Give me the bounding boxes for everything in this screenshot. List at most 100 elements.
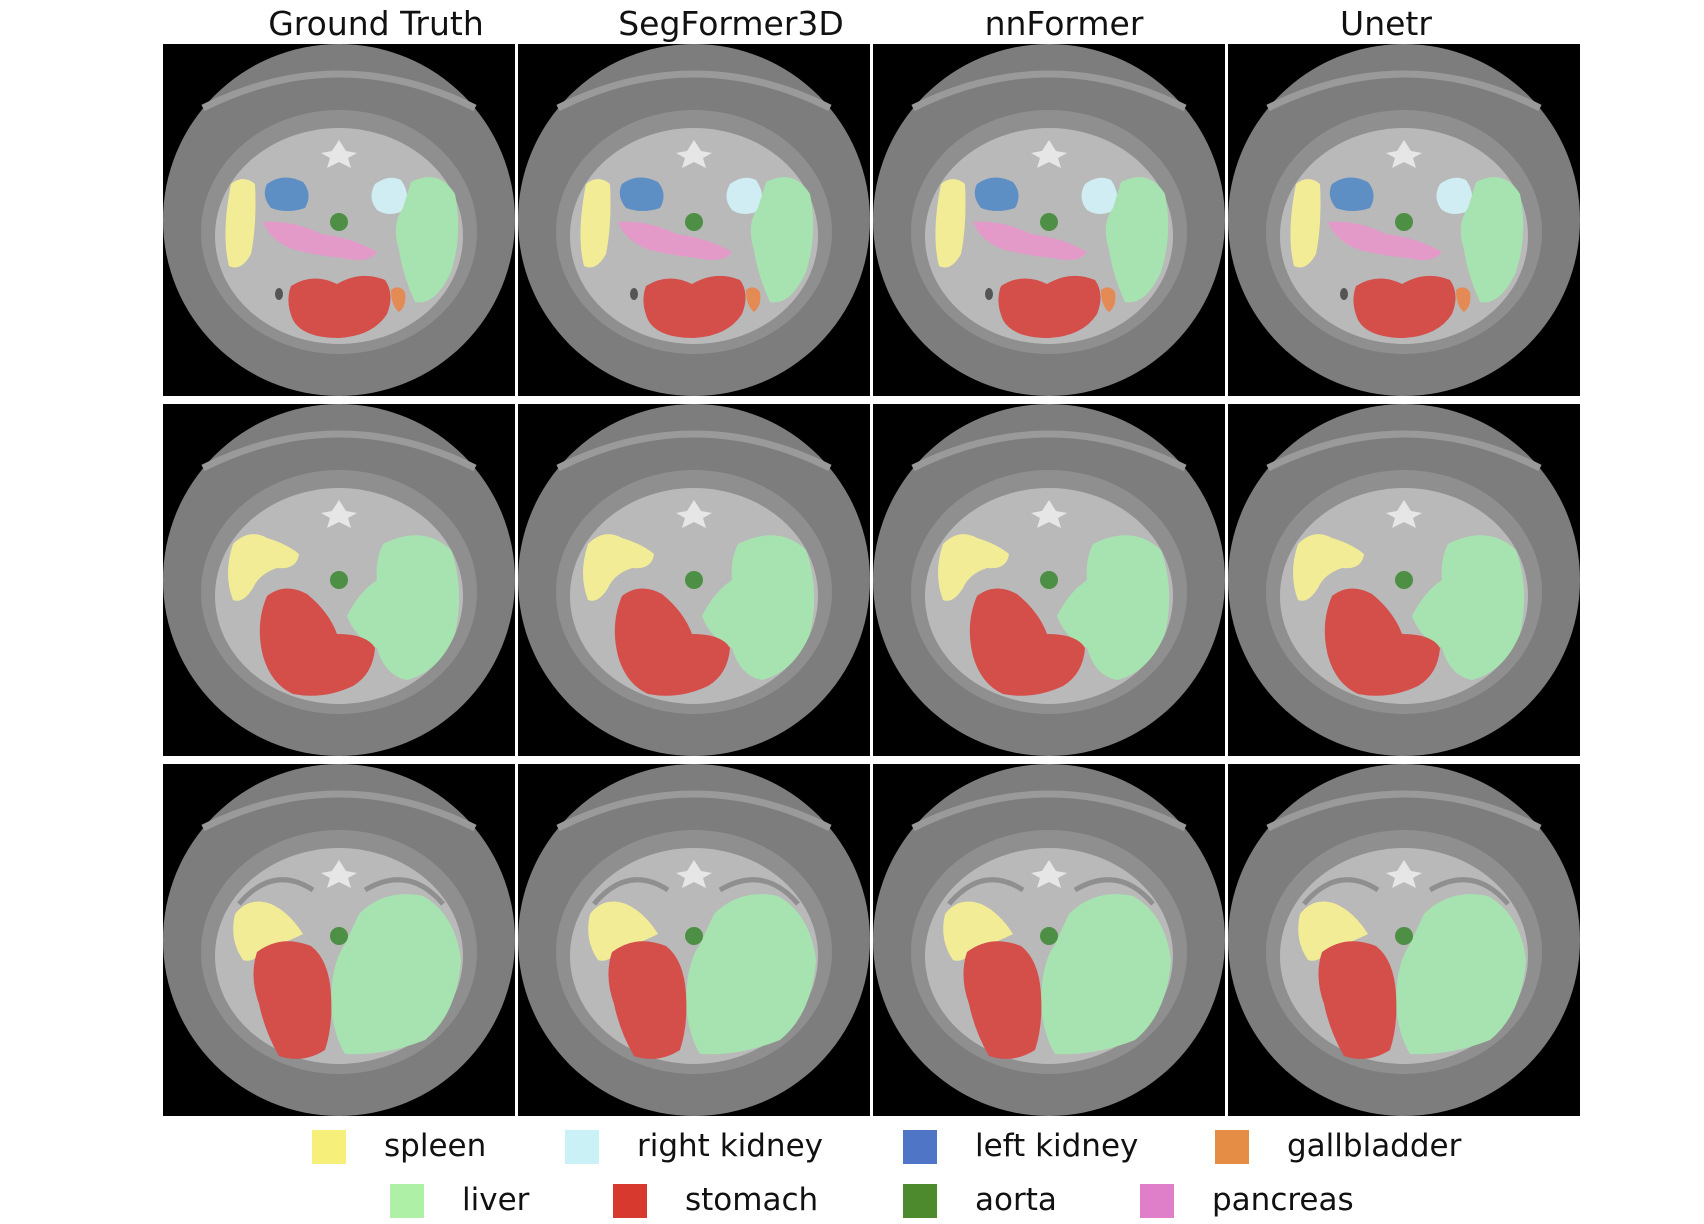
slice-image-unetr-row-2 [1228,404,1580,756]
liver-region [395,177,459,303]
liver-region [686,894,816,1055]
liver-region [1412,535,1525,680]
table-arc [201,790,477,832]
liver-region [1105,177,1169,303]
left-kidney-region [264,177,309,211]
legend-label: pancreas [1212,1182,1354,1218]
liver-region [702,535,815,680]
legend-label: stomach [685,1182,819,1218]
gallbladder-region [746,287,761,312]
stomach-region [1324,588,1440,696]
legend-label: spleen [384,1128,487,1164]
slice-image-segformer3d-row-3 [518,764,870,1116]
spine-icon [1386,860,1422,888]
legend-label: aorta [975,1182,1057,1218]
aorta-region [685,213,703,231]
liver-region [1396,894,1526,1055]
spine-icon [321,500,357,528]
table-arc [201,70,477,112]
table-arc [556,790,832,832]
aorta-region [1395,571,1413,589]
rib-arc-left [592,877,670,906]
table-arc [911,790,1187,832]
pancreas-region [1328,221,1442,260]
spleen-region [228,534,299,601]
spine-icon [1031,500,1067,528]
spleen-region [938,534,1009,601]
gallbladder-region [1101,287,1116,312]
table-arc [201,430,477,472]
legend-swatch-pancreas [1140,1184,1174,1218]
gallbladder-region [1456,287,1471,312]
right-kidney-region [371,177,408,214]
stomach-region [1318,941,1397,1059]
rib-arc-left [1302,877,1380,906]
table-arc [556,430,832,472]
segmentation-grid [163,44,1588,1116]
stomach-region [614,588,730,696]
spleen-region [1290,179,1321,268]
liver-region [347,535,460,680]
aorta-region [685,927,703,945]
slice-image-unetr-row-1 [1228,44,1580,396]
spleen-region [225,179,256,268]
stomach-region [643,275,746,338]
aorta-region [330,213,348,231]
aorta-region [330,927,348,945]
legend-swatch-liver [390,1184,424,1218]
spine-icon [321,860,357,888]
right-kidney-region [726,177,763,214]
column-title-unetr: Unetr [1340,4,1432,43]
rib-arc-left [237,877,315,906]
rib-arc-right [1428,877,1510,906]
slice-image-unetr-row-3 [1228,764,1580,1116]
slice-image-segformer3d-row-2 [518,404,870,756]
column-title-segformer3d: SegFormer3D [618,4,844,43]
aorta-region [1040,571,1058,589]
bowel-dark-spot [985,288,993,300]
table-arc [556,70,832,112]
slice-image-ground-truth-row-2 [163,404,515,756]
left-kidney-region [619,177,664,211]
left-kidney-region [1329,177,1374,211]
table-arc [1266,430,1542,472]
liver-region [1041,894,1171,1055]
spleen-region [588,901,658,961]
spleen-region [1298,901,1368,961]
legend-label: gallbladder [1287,1128,1462,1164]
spleen-region [1293,534,1364,601]
table-arc [1266,790,1542,832]
liver-region [750,177,814,303]
spine-icon [321,140,357,168]
rib-arc-right [1073,877,1155,906]
left-kidney-region [974,177,1019,211]
liver-region [1460,177,1524,303]
spine-icon [1386,500,1422,528]
liver-region [331,894,461,1055]
column-title-ground-truth: Ground Truth [268,4,484,43]
pancreas-region [263,221,377,260]
spleen-region [580,179,611,268]
spleen-region [935,179,966,268]
right-kidney-region [1436,177,1473,214]
legend-swatch-aorta [903,1184,937,1218]
stomach-region [969,588,1085,696]
legend-label: right kidney [637,1128,823,1164]
legend-swatch-right-kidney [565,1130,599,1164]
aorta-region [1040,213,1058,231]
spleen-region [233,901,303,961]
legend-label: left kidney [975,1128,1139,1164]
bowel-dark-spot [1340,288,1348,300]
slice-image-nnformer-row-1 [873,44,1225,396]
aorta-region [1395,213,1413,231]
legend-swatch-left-kidney [903,1130,937,1164]
rib-arc-left [947,877,1025,906]
slice-image-segformer3d-row-1 [518,44,870,396]
stomach-region [253,941,332,1059]
stomach-region [259,588,375,696]
stomach-region [998,275,1101,338]
slice-image-ground-truth-row-3 [163,764,515,1116]
right-kidney-region [1081,177,1118,214]
table-arc [911,430,1187,472]
aorta-region [685,571,703,589]
